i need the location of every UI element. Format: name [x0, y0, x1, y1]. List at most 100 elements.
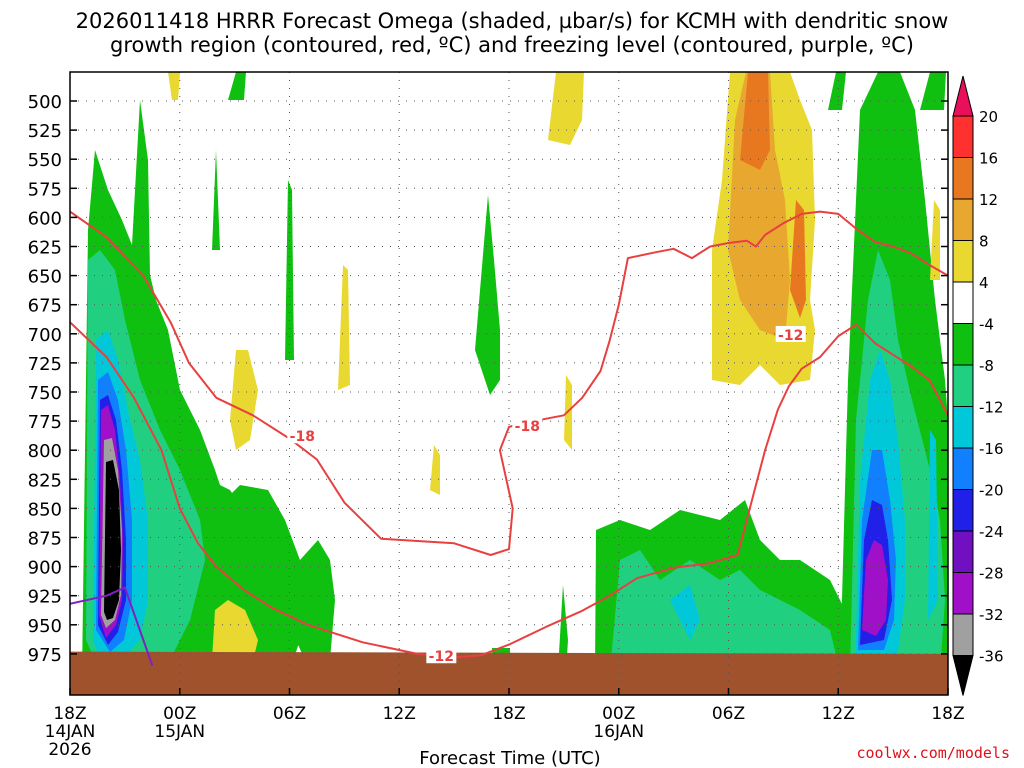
- y-tick-label: 575: [28, 179, 62, 200]
- y-tick-label: 950: [28, 616, 62, 637]
- y-tick-label: 700: [28, 325, 62, 346]
- x-tick-year: 2026: [48, 740, 91, 760]
- x-tick-date: 14JAN: [45, 722, 96, 742]
- ground-strip: [70, 651, 948, 695]
- omega-region: [790, 200, 806, 318]
- y-tick-label: 525: [28, 121, 62, 142]
- omega-region: [610, 550, 840, 672]
- omega-region: [168, 72, 180, 100]
- colorbar-label: -8: [979, 357, 994, 375]
- y-tick-label: 750: [28, 383, 62, 404]
- x-tick-date: 15JAN: [154, 722, 205, 742]
- colorbar-bin: [952, 157, 974, 200]
- colorbar-label: 20: [979, 108, 998, 126]
- colorbar-bin: [952, 406, 974, 449]
- freezing-level: [70, 586, 154, 666]
- omega-shading: [70, 72, 948, 695]
- omega-region: [928, 430, 938, 620]
- y-tick-label: 675: [28, 296, 62, 317]
- x-tick-label: 18Z: [492, 704, 525, 724]
- colorbar-bin: [952, 115, 974, 158]
- omega-region: [558, 585, 568, 672]
- contour-label-bg: [287, 427, 318, 444]
- colorbar-label: -12: [979, 399, 1004, 417]
- contour-label: -12: [429, 649, 454, 665]
- y-tick-label: 925: [28, 587, 62, 608]
- x-tick-label: 00Z: [163, 704, 196, 724]
- y-tick-label: 600: [28, 208, 62, 229]
- colorbar-bin: [952, 447, 974, 490]
- omega-region: [740, 72, 770, 170]
- omega-region: [930, 200, 940, 280]
- contour-label-bg: [426, 647, 457, 664]
- colorbar-label: -32: [979, 606, 1004, 624]
- x-tick-label: 06Z: [273, 704, 306, 724]
- omega-region: [212, 600, 258, 665]
- y-tick-label: 500: [28, 92, 62, 113]
- colorbar-label: -20: [979, 482, 1004, 500]
- colorbar-label: 8: [979, 233, 989, 251]
- omega-region: [548, 72, 584, 145]
- x-tick-label: 00Z: [602, 704, 635, 724]
- credit-text: coolwx.com/models: [856, 744, 1010, 762]
- colorbar-bin: [952, 364, 974, 407]
- omega-region: [828, 72, 846, 110]
- omega-region: [862, 540, 888, 636]
- colorbar-label: -4: [979, 316, 994, 334]
- colorbar-label: -16: [979, 440, 1004, 458]
- dgz-upper-18C: [70, 321, 948, 659]
- y-tick-label: 550: [28, 150, 62, 171]
- colorbar-bin: [952, 655, 974, 696]
- omega-region: [104, 460, 121, 620]
- chart-title-line-1: 2026011418 HRRR Forecast Omega (shaded, …: [75, 9, 949, 33]
- colorbar-label: -36: [979, 648, 1004, 666]
- omega-region: [296, 540, 335, 672]
- y-tick-label: 625: [28, 238, 62, 259]
- omega-region: [230, 350, 258, 450]
- omega-region: [338, 265, 350, 390]
- x-tick-date: 16JAN: [593, 722, 644, 742]
- contour-label: -18: [290, 429, 315, 445]
- omega-region: [430, 445, 440, 495]
- omega-region: [670, 585, 700, 640]
- omega-region: [285, 180, 294, 360]
- y-tick-label: 875: [28, 529, 62, 550]
- contour-label: -18: [515, 419, 540, 435]
- colorbar-bin: [952, 613, 974, 656]
- colorbar-legend: 20 16 12 8 4 -4 -8 -12 -16 -20 -24 -28 -32 -36: [952, 75, 1004, 696]
- pressure-axis: 500 525 550 575 600 625 650 675 700 725 750 775 800 8…: [28, 92, 948, 666]
- y-tick-label: 975: [28, 645, 62, 666]
- colorbar-bin: [952, 240, 974, 283]
- colorbar-bin: [952, 281, 974, 324]
- omega-region: [212, 150, 220, 250]
- x-tick-label: 18Z: [53, 704, 86, 724]
- colorbar-bin: [952, 489, 974, 532]
- contour-labels: -18 -18 -12 -12: [287, 325, 806, 665]
- colorbar-bin: [952, 323, 974, 366]
- colorbar-bin: [952, 530, 974, 573]
- y-tick-label: 825: [28, 470, 62, 491]
- colorbar-label: -24: [979, 523, 1004, 541]
- x-tick-label: 12Z: [822, 704, 855, 724]
- contour-label: -12: [778, 328, 803, 344]
- x-axis-label: Forecast Time (UTC): [419, 748, 600, 768]
- colorbar-label: 12: [979, 191, 998, 209]
- colorbar-label: 4: [979, 274, 989, 292]
- omega-region: [228, 72, 246, 100]
- y-tick-label: 900: [28, 558, 62, 579]
- y-tick-label: 850: [28, 499, 62, 520]
- y-tick-label: 775: [28, 412, 62, 433]
- y-tick-label: 800: [28, 441, 62, 462]
- x-tick-label: 06Z: [712, 704, 745, 724]
- x-tick-label: 12Z: [383, 704, 416, 724]
- colorbar-bin: [952, 198, 974, 241]
- y-tick-label: 725: [28, 354, 62, 375]
- colorbar-label: -28: [979, 565, 1004, 583]
- colorbar-bin: [952, 75, 974, 117]
- chart-title-line-2: growth region (contoured, red, ºC) and f…: [110, 33, 914, 57]
- omega-region: [475, 195, 500, 395]
- colorbar-label: 16: [979, 150, 998, 168]
- colorbar-bin: [952, 572, 974, 615]
